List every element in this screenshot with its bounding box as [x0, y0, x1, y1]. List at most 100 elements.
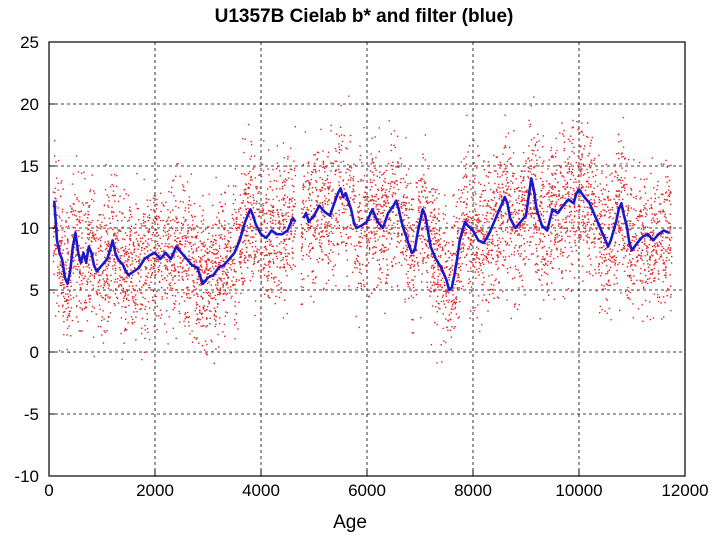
scatter-point	[666, 166, 668, 168]
scatter-point	[668, 238, 671, 240]
scatter-point	[235, 185, 237, 187]
scatter-point	[271, 211, 273, 214]
scatter-point	[71, 208, 73, 211]
scatter-point	[587, 236, 589, 238]
scatter-point	[518, 218, 520, 220]
scatter-point	[671, 255, 673, 258]
scatter-point	[627, 286, 629, 289]
scatter-point	[287, 231, 289, 233]
scatter-point	[76, 281, 78, 283]
scatter-point	[655, 252, 657, 254]
scatter-point	[236, 218, 238, 220]
scatter-point	[124, 330, 126, 332]
scatter-point	[139, 258, 141, 260]
scatter-point	[335, 150, 337, 152]
scatter-point	[405, 228, 408, 231]
scatter-point	[476, 229, 478, 231]
scatter-point	[488, 182, 490, 184]
scatter-point	[311, 225, 313, 227]
scatter-point	[77, 321, 79, 323]
scatter-point	[266, 279, 269, 282]
scatter-point	[433, 260, 435, 262]
scatter-point	[152, 296, 154, 298]
scatter-point	[206, 251, 208, 254]
scatter-point	[195, 301, 198, 304]
scatter-point	[116, 236, 118, 238]
scatter-point	[78, 265, 80, 268]
scatter-point	[343, 208, 345, 210]
scatter-point	[649, 256, 651, 259]
scatter-point	[385, 201, 387, 203]
scatter-point	[499, 196, 501, 198]
scatter-point	[472, 241, 474, 243]
scatter-point	[64, 300, 66, 302]
scatter-point	[196, 225, 198, 227]
scatter-point	[247, 186, 249, 189]
scatter-point	[649, 255, 651, 258]
scatter-point	[593, 224, 595, 226]
scatter-point	[601, 170, 603, 172]
scatter-point	[485, 215, 487, 217]
scatter-point	[419, 238, 421, 240]
scatter-point	[202, 325, 204, 327]
scatter-point	[481, 299, 484, 302]
scatter-point	[306, 230, 308, 233]
scatter-point	[563, 251, 565, 254]
scatter-point	[653, 277, 655, 279]
scatter-point	[451, 303, 454, 305]
scatter-point	[412, 224, 414, 226]
scatter-point	[477, 257, 480, 259]
scatter-point	[184, 318, 186, 320]
scatter-point	[411, 263, 413, 266]
scatter-point	[511, 226, 513, 228]
scatter-point	[465, 176, 468, 179]
scatter-point	[239, 194, 242, 196]
scatter-point	[142, 213, 145, 215]
scatter-point	[472, 240, 474, 242]
scatter-point	[647, 270, 650, 272]
scatter-point	[166, 275, 169, 277]
scatter-point	[415, 248, 417, 250]
scatter-point	[322, 162, 325, 164]
scatter-point	[232, 185, 235, 187]
scatter-point	[497, 256, 499, 259]
scatter-point	[197, 226, 199, 228]
scatter-point	[436, 362, 438, 364]
scatter-point	[509, 267, 511, 269]
scatter-point	[187, 278, 189, 280]
scatter-point	[455, 221, 457, 223]
scatter-point	[107, 260, 110, 262]
scatter-point	[369, 200, 371, 202]
scatter-point	[503, 265, 505, 267]
scatter-point	[556, 233, 558, 236]
scatter-point	[542, 180, 544, 183]
scatter-point	[424, 207, 426, 209]
scatter-point	[642, 280, 644, 282]
scatter-point	[549, 255, 551, 257]
scatter-point	[378, 208, 380, 211]
scatter-point	[63, 334, 65, 336]
scatter-point	[379, 204, 382, 206]
scatter-point	[522, 152, 525, 154]
scatter-point	[199, 240, 201, 242]
scatter-point	[664, 274, 666, 276]
scatter-point	[202, 230, 204, 232]
scatter-point	[324, 183, 326, 185]
scatter-point	[569, 221, 571, 223]
scatter-point	[232, 246, 235, 249]
scatter-point	[345, 245, 347, 247]
scatter-point	[452, 252, 455, 255]
scatter-point	[496, 234, 498, 236]
scatter-point	[104, 294, 107, 296]
scatter-point	[458, 316, 460, 318]
scatter-point	[437, 255, 440, 257]
scatter-point	[182, 279, 185, 281]
scatter-point	[530, 168, 532, 170]
scatter-point	[89, 275, 91, 277]
scatter-point	[582, 219, 584, 221]
scatter-point	[580, 234, 582, 237]
scatter-point	[111, 254, 113, 256]
scatter-point	[125, 251, 127, 253]
scatter-point	[144, 247, 146, 250]
scatter-point	[214, 260, 217, 263]
